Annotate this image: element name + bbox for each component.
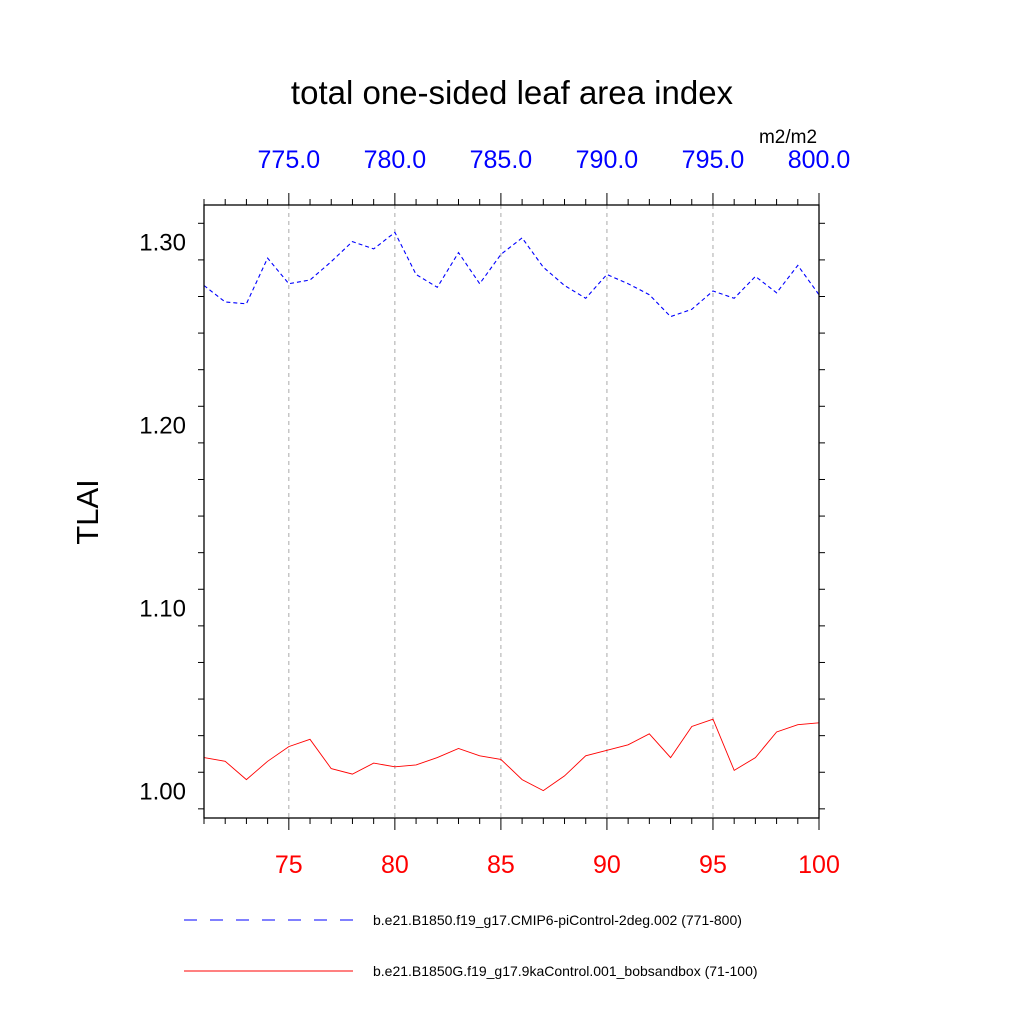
x-top-tick-label: 790.0: [576, 146, 639, 174]
axis-ticks: [198, 193, 825, 830]
x-bottom-tick-label: 90: [593, 851, 621, 879]
x-bottom-tick-label: 95: [699, 851, 727, 879]
gridlines: [288, 205, 714, 818]
x-top-tick-label: 775.0: [258, 146, 321, 174]
y-axis-label: TLAI: [70, 479, 105, 544]
x-bottom-tick-label: 80: [381, 851, 409, 879]
x-bottom-tick-label: 100: [798, 851, 840, 879]
x-bottom-tick-label: 75: [275, 851, 303, 879]
legend: b.e21.B1850.f19_g17.CMIP6-piControl-2deg…: [184, 912, 758, 979]
x-top-tick-label: 780.0: [364, 146, 427, 174]
x-top-tick-label: 785.0: [470, 146, 533, 174]
legend-label: b.e21.B1850.f19_g17.CMIP6-piControl-2deg…: [373, 912, 742, 928]
tick-labels: 1.00 1.10 1.20 1.30 75 80 85 90 95 100 775.0 780.0 7…: [139, 146, 850, 879]
series-lines: [203, 231, 820, 792]
units-label: m2/m2: [759, 127, 817, 148]
y-tick-label: 1.00: [139, 779, 186, 806]
series-line-blue: [203, 231, 820, 318]
plot-frame: [203, 204, 820, 819]
chart-title: total one-sided leaf area index: [291, 74, 734, 111]
series-line-red: [203, 718, 820, 792]
y-tick-label: 1.10: [139, 596, 186, 623]
x-top-tick-label: 800.0: [788, 146, 851, 174]
legend-label: b.e21.B1850G.f19_g17.9kaControl.001_bobs…: [373, 963, 758, 979]
x-bottom-tick-label: 85: [487, 851, 515, 879]
x-top-tick-label: 795.0: [682, 146, 745, 174]
y-tick-label: 1.30: [139, 230, 186, 257]
y-tick-label: 1.20: [139, 413, 186, 440]
